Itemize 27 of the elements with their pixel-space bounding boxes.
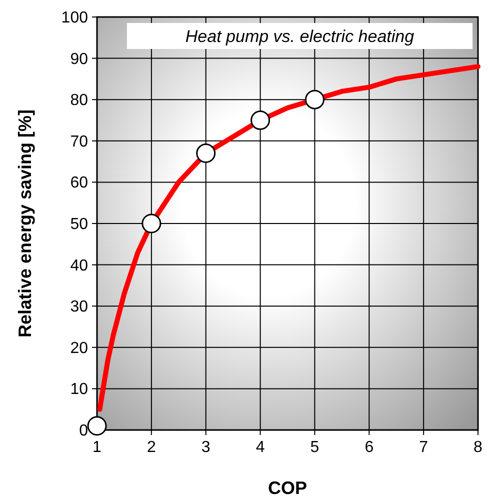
x-tick-label: 7 [419, 439, 428, 456]
x-tick-label: 6 [364, 439, 374, 456]
x-tick-label: 5 [310, 439, 320, 456]
point [196, 144, 216, 164]
x-tick-label: 4 [256, 439, 265, 456]
y-tick-label: 20 [70, 340, 88, 357]
y-tick-label: 50 [70, 216, 88, 233]
y-tick-label: 90 [70, 50, 88, 68]
point [142, 214, 162, 234]
y-tick-label: 0 [79, 422, 88, 440]
point [304, 90, 324, 110]
x-axis-title: COP [268, 478, 308, 498]
x-tick-label: 3 [201, 439, 210, 456]
x-tick-label: 8 [474, 439, 483, 456]
y-tick-label: 100 [61, 10, 88, 26]
point [87, 416, 107, 436]
y-tick-label: 70 [70, 133, 88, 150]
y-tick-label: 30 [70, 298, 88, 316]
text: Heat pump vs. electric heating [185, 27, 415, 46]
x-tick-label: 1 [92, 439, 102, 456]
y-tick-label: 10 [70, 381, 88, 398]
x-tick-label: 2 [146, 439, 156, 456]
point [250, 110, 270, 130]
y-tick-label: 60 [70, 174, 88, 192]
y-axis-title: Relative energy saving [%] [15, 109, 35, 338]
y-tick-label: 80 [70, 92, 88, 110]
y-tick-label: 40 [70, 257, 88, 274]
